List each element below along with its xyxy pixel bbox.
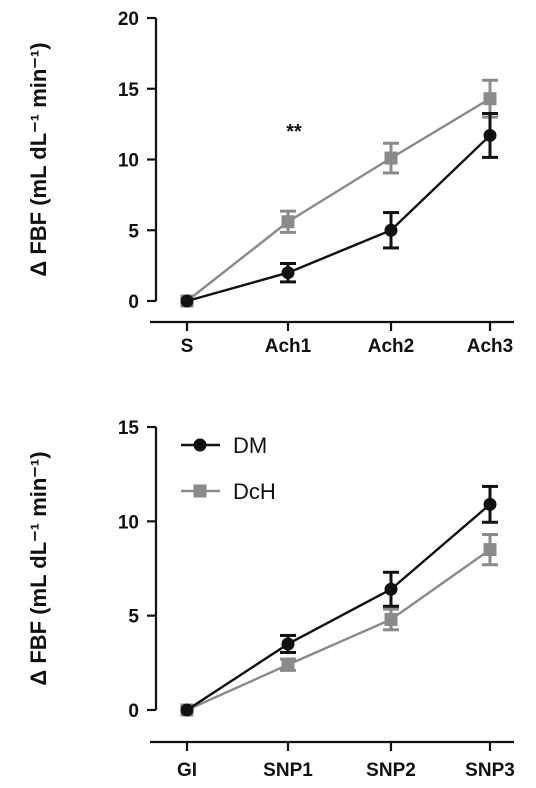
- data-point-DM: [180, 294, 194, 308]
- x-tick-label: GI: [177, 760, 197, 781]
- series-line-DcH: [186, 97, 491, 302]
- y-tick-label: 0: [128, 701, 139, 722]
- y-tick-label: 10: [118, 512, 139, 533]
- data-point-DcH: [483, 543, 497, 557]
- x-tick-label: SNP1: [263, 760, 313, 781]
- series-line-DcH: [186, 548, 491, 712]
- x-tick-label: Ach2: [368, 336, 414, 357]
- y-tick-label: 5: [128, 221, 139, 242]
- x-tick-label: Ach1: [265, 336, 312, 357]
- y-axis-title: Δ FBF (mL dL⁻¹ min⁻¹): [26, 42, 51, 276]
- x-tick-label: S: [181, 336, 194, 357]
- series-line-DM: [186, 503, 491, 712]
- data-point-DcH: [384, 151, 398, 165]
- legend-marker-DcH: [193, 484, 207, 498]
- y-tick-label: 5: [128, 607, 139, 628]
- data-point-DM: [180, 703, 194, 717]
- panel-top-chart: 0 5 10 15 20 Δ FBF (mL dL⁻¹ min⁻¹) S Ach1 Ach2 Ac…: [26, 9, 514, 357]
- data-point-DcH: [483, 92, 497, 106]
- data-point-DM: [483, 497, 497, 511]
- data-point-DcH: [384, 612, 398, 626]
- x-tick-label: Ach3: [467, 336, 513, 357]
- data-point-DM: [281, 266, 295, 280]
- series-line-DM: [186, 134, 491, 303]
- legend-label-DcH: DcH: [233, 479, 276, 504]
- y-tick-label: 10: [118, 151, 139, 172]
- y-tick-label: 15: [118, 80, 140, 101]
- y-tick-label: 15: [118, 418, 140, 439]
- data-point-DM: [483, 128, 497, 142]
- y-tick-label: 0: [128, 292, 139, 313]
- panel-bottom-chart: 0 5 10 15 Δ FBF (mL dL⁻¹ min⁻¹) GI SNP1 SNP2 SNP…: [26, 418, 515, 781]
- y-tick-label: 20: [118, 9, 139, 30]
- y-axis-title: Δ FBF (mL dL⁻¹ min⁻¹): [26, 451, 51, 685]
- legend-label-DM: DM: [233, 433, 267, 458]
- data-point-DM: [384, 582, 398, 596]
- x-tick-label: SNP3: [465, 760, 515, 781]
- data-point-DM: [281, 637, 295, 651]
- data-point-DM: [384, 223, 398, 237]
- legend-marker-DM: [193, 438, 207, 452]
- data-point-DcH: [281, 658, 295, 672]
- data-point-DcH: [281, 215, 295, 229]
- x-tick-label: SNP2: [366, 760, 416, 781]
- significance-marker: **: [286, 121, 302, 143]
